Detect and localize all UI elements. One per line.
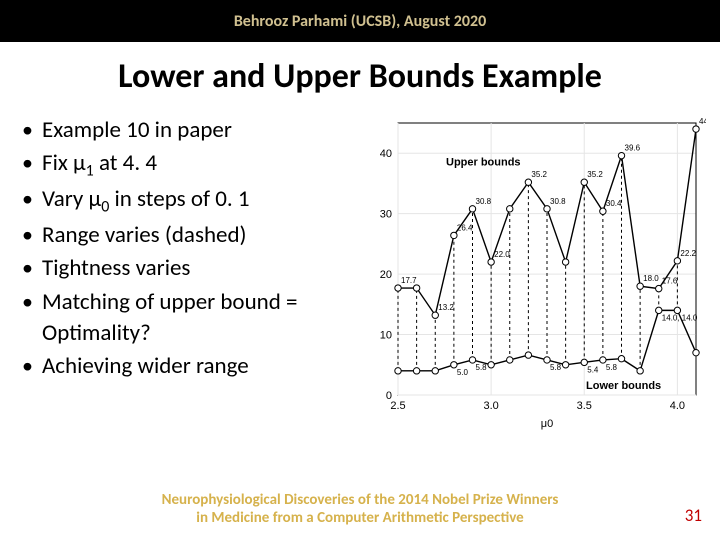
svg-text:22.0: 22.0 (494, 250, 510, 259)
svg-text:20: 20 (380, 269, 392, 281)
svg-text:26.4: 26.4 (457, 223, 473, 232)
header-text: Behrooz Parhami (UCSB), August 2020 (234, 12, 486, 31)
footer: Neurophysiological Discoveries of the 20… (0, 491, 720, 529)
slide-title: Lower and Upper Bounds Example (0, 56, 720, 97)
svg-text:18.0: 18.0 (643, 274, 659, 283)
header-bar: Behrooz Parhami (UCSB), August 2020 (0, 0, 720, 42)
svg-text:0: 0 (386, 390, 392, 402)
svg-text:Lower bounds: Lower bounds (586, 380, 661, 392)
svg-text:5.0: 5.0 (457, 368, 469, 377)
bullet-item: Matching of upper bound = Optimality? (20, 287, 350, 349)
svg-text:35.2: 35.2 (587, 170, 603, 179)
svg-text:35.2: 35.2 (531, 170, 547, 179)
svg-text:13.2: 13.2 (438, 303, 454, 312)
bullet-item: Range varies (dashed) (20, 220, 350, 251)
svg-text:5.8: 5.8 (606, 363, 618, 372)
footer-line1: Neurophysiological Discoveries of the 20… (162, 491, 559, 509)
bullet-item: Fix μ1 at 4. 4 (20, 148, 350, 182)
svg-text:2.5: 2.5 (390, 400, 405, 412)
svg-text:5.8: 5.8 (550, 363, 562, 372)
svg-text:5.4: 5.4 (587, 365, 599, 374)
svg-text:30.4: 30.4 (606, 199, 622, 208)
content-row: Example 10 in paperFix μ1 at 4. 4Vary μ0… (0, 115, 720, 435)
page-number: 31 (685, 505, 702, 526)
svg-text:5.8: 5.8 (476, 363, 488, 372)
bullet-list: Example 10 in paperFix μ1 at 4. 4Vary μ0… (20, 115, 358, 435)
footer-text: Neurophysiological Discoveries of the 20… (162, 491, 559, 529)
svg-text:Upper bounds: Upper bounds (446, 156, 521, 168)
bullet-item: Tightness varies (20, 253, 350, 284)
svg-text:22.2: 22.2 (680, 249, 696, 258)
svg-text:μ0: μ0 (541, 418, 553, 430)
svg-text:30.8: 30.8 (476, 197, 492, 206)
svg-text:30: 30 (380, 209, 392, 221)
bullet-item: Example 10 in paper (20, 115, 350, 146)
footer-line2: in Medicine from a Computer Arithmetic P… (196, 509, 523, 527)
svg-text:17.7: 17.7 (401, 276, 417, 285)
svg-text:39.6: 39.6 (625, 144, 641, 153)
svg-text:44.0: 44.0 (699, 117, 706, 126)
chart-container: 17.7 13.2 26.4 30.8 22.0 35.2 30.8 35.2 30.4 39.6… (358, 115, 708, 435)
svg-text:3.5: 3.5 (577, 400, 592, 412)
svg-text:30.8: 30.8 (550, 197, 566, 206)
svg-text:10: 10 (380, 330, 392, 342)
bullet-item: Achieving wider range (20, 351, 350, 382)
bounds-chart: 17.7 13.2 26.4 30.8 22.0 35.2 30.8 35.2 30.4 39.6… (360, 115, 706, 435)
svg-text:4.0: 4.0 (670, 400, 685, 412)
svg-text:14.0, 14.0: 14.0, 14.0 (662, 313, 698, 322)
svg-text:40: 40 (380, 148, 392, 160)
svg-text:3.0: 3.0 (483, 400, 498, 412)
bullet-item: Vary μ0 in steps of 0. 1 (20, 184, 350, 218)
svg-text:17.6: 17.6 (662, 277, 678, 286)
